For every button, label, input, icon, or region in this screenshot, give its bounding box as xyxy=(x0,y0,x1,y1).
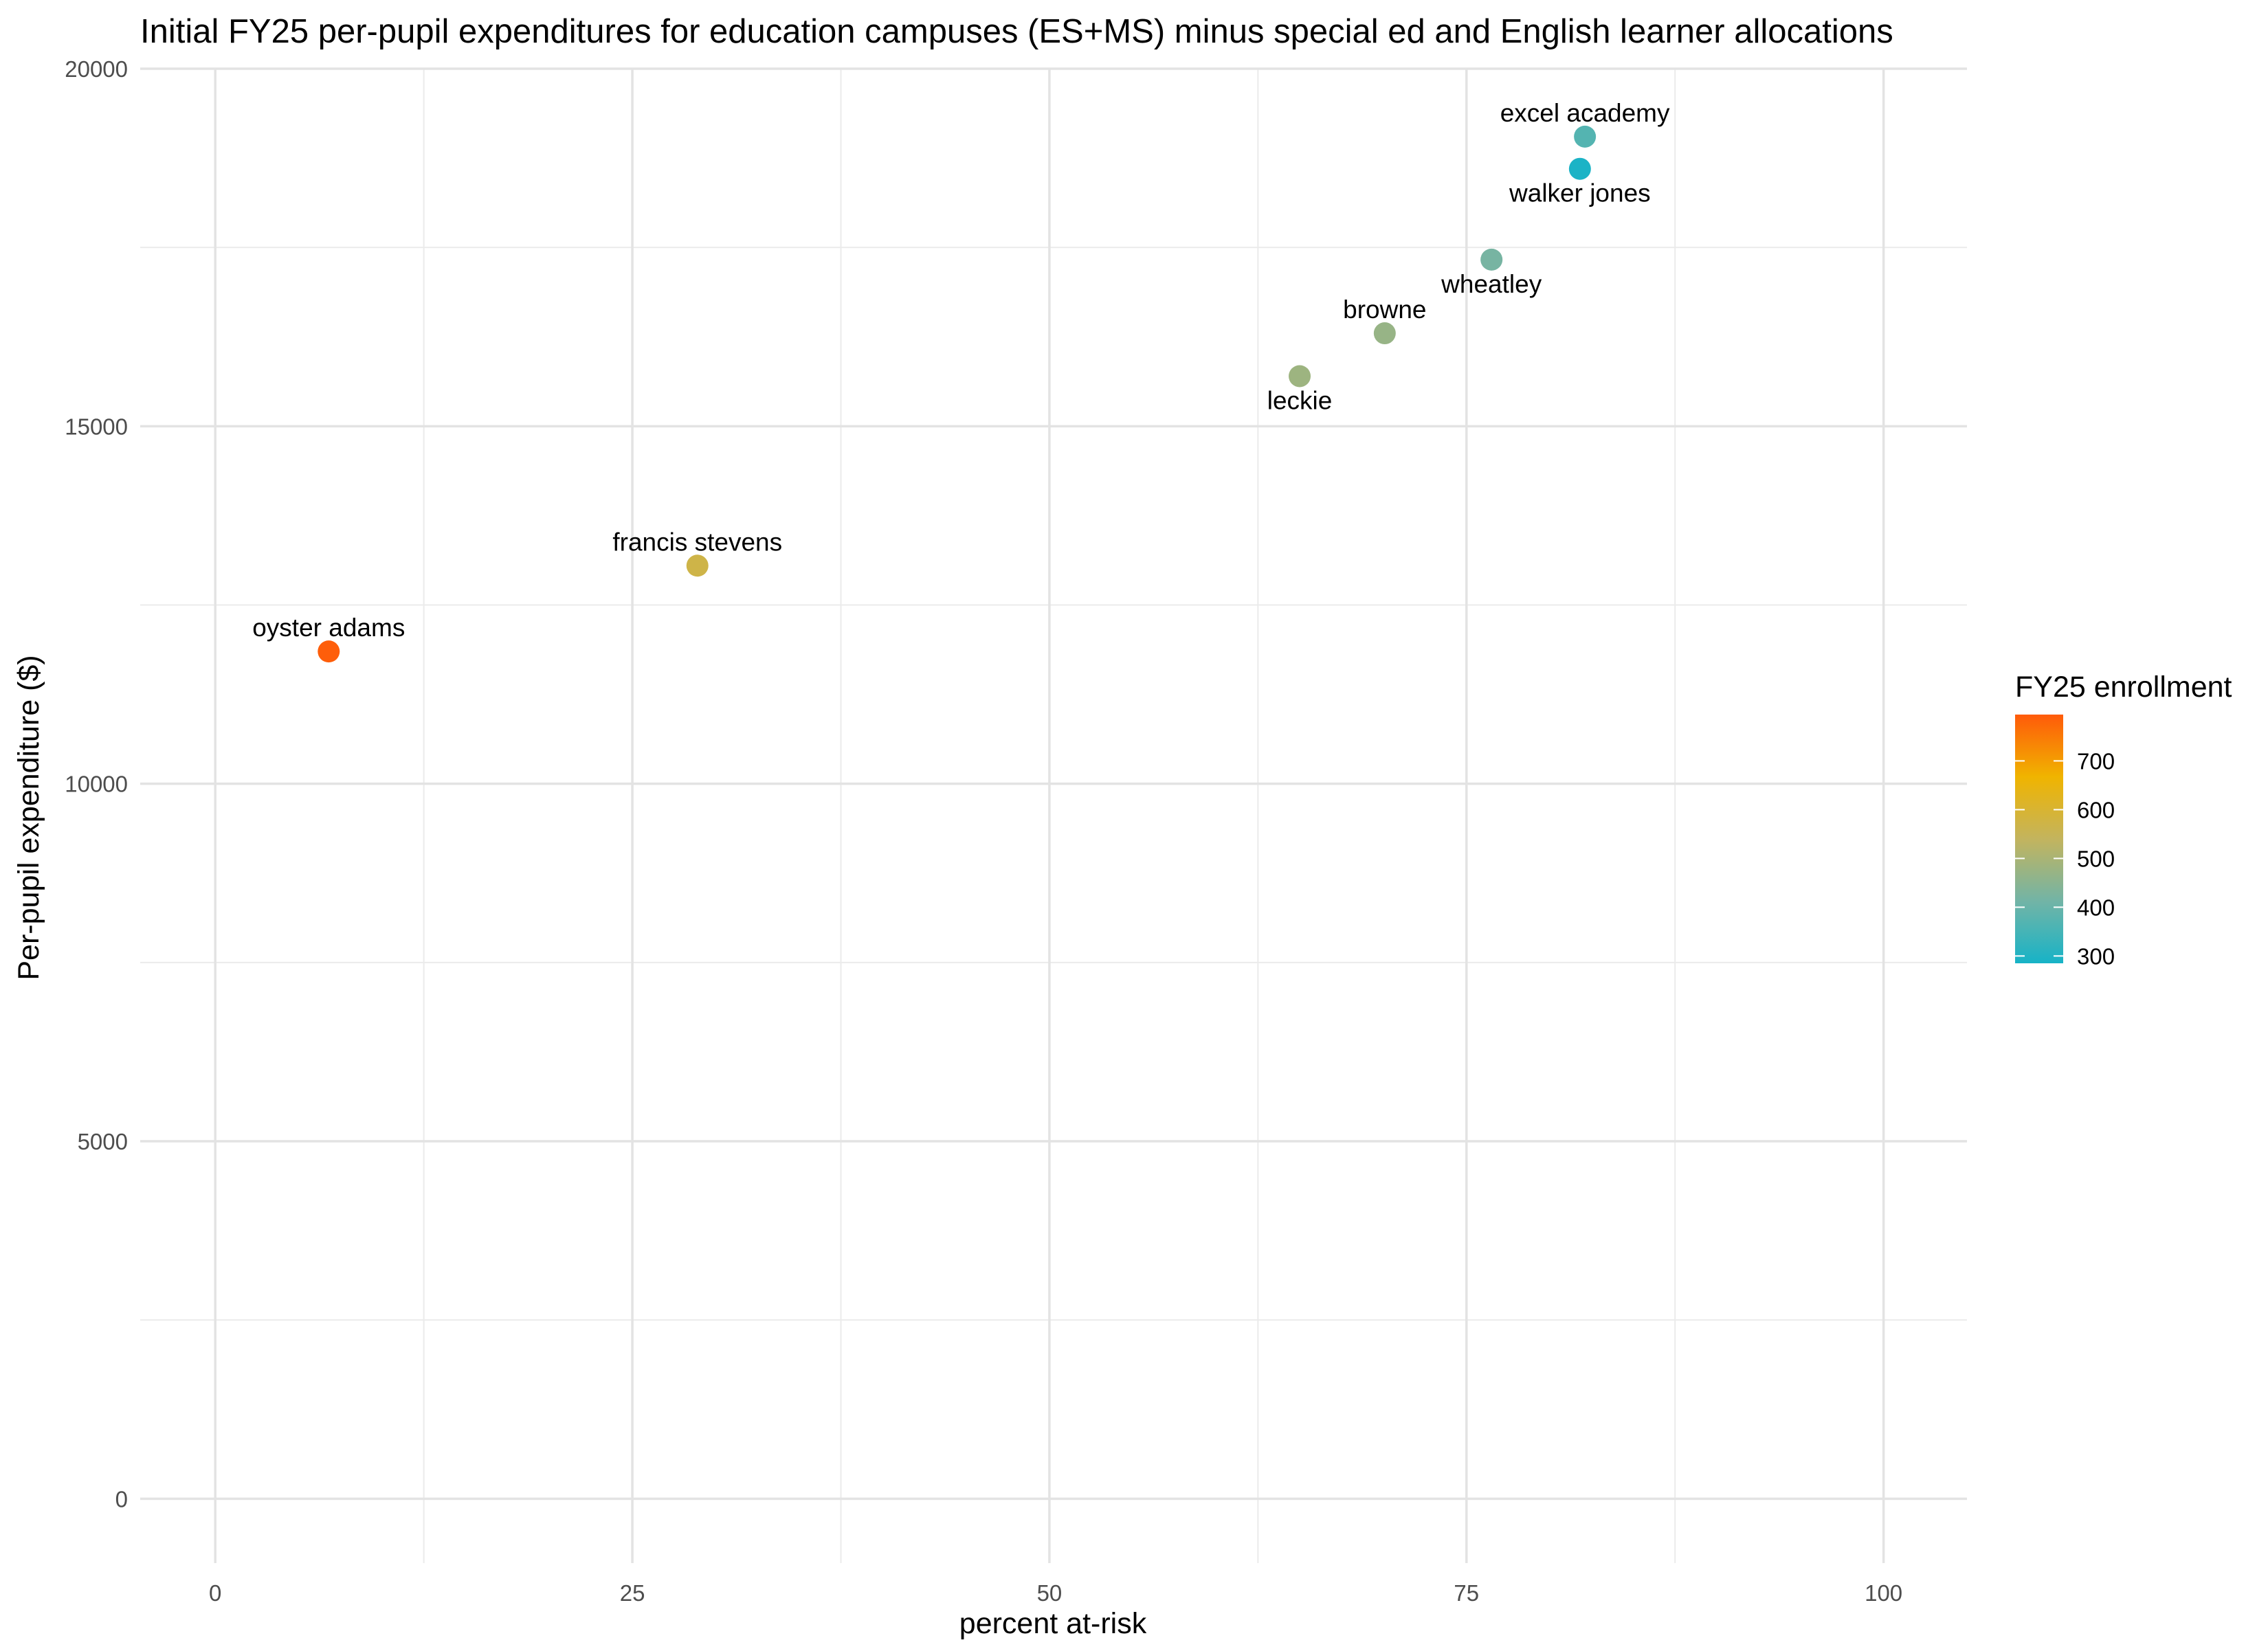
legend-tick-label: 500 xyxy=(2077,846,2115,871)
legend-title: FY25 enrollment xyxy=(2015,671,2232,704)
x-tick-label: 100 xyxy=(1865,1580,1902,1606)
data-point xyxy=(1480,248,1503,271)
point-label: oyster adams xyxy=(252,614,405,642)
chart-title: Initial FY25 per-pupil expenditures for … xyxy=(140,13,1893,50)
legend-tick-label: 700 xyxy=(2077,748,2115,774)
point-label: excel academy xyxy=(1500,99,1670,127)
y-tick-label: 20000 xyxy=(65,56,128,82)
point-label: walker jones xyxy=(1509,179,1651,207)
legend-tick-label: 600 xyxy=(2077,797,2115,822)
point-label: wheatley xyxy=(1441,270,1542,298)
x-tick-label: 75 xyxy=(1454,1580,1479,1606)
legend-colorbar xyxy=(2015,715,2063,963)
data-point xyxy=(318,640,340,663)
grid xyxy=(140,67,1967,1563)
data-point xyxy=(1373,322,1396,345)
legend-tick-label: 300 xyxy=(2077,943,2115,969)
data-point xyxy=(1289,365,1311,388)
y-axis-ticks: 0 5000 10000 15000 20000 xyxy=(65,56,128,1512)
y-axis-title: Per-pupil expenditure ($) xyxy=(12,655,45,980)
point-label: browne xyxy=(1343,295,1426,324)
legend-tick-label: 400 xyxy=(2077,895,2115,920)
y-tick-label: 10000 xyxy=(65,772,128,797)
x-tick-label: 25 xyxy=(620,1580,645,1606)
x-tick-label: 50 xyxy=(1037,1580,1063,1606)
x-tick-label: 0 xyxy=(209,1580,221,1606)
data-points xyxy=(318,125,1597,663)
point-label: francis stevens xyxy=(612,528,782,556)
y-tick-label: 0 xyxy=(115,1486,128,1512)
data-point xyxy=(1568,157,1591,180)
y-tick-label: 15000 xyxy=(65,414,128,439)
legend-ticks: 300 400 500 600 700 xyxy=(2015,748,2115,969)
point-label: leckie xyxy=(1267,386,1333,414)
data-point xyxy=(1574,125,1597,148)
y-tick-label: 5000 xyxy=(78,1129,128,1154)
x-axis-title: percent at-risk xyxy=(959,1607,1147,1640)
legend: FY25 enrollment 300 400 500 600 700 xyxy=(2015,671,2232,969)
x-axis-ticks: 0 25 50 75 100 xyxy=(209,1580,1902,1606)
data-point xyxy=(686,554,709,577)
